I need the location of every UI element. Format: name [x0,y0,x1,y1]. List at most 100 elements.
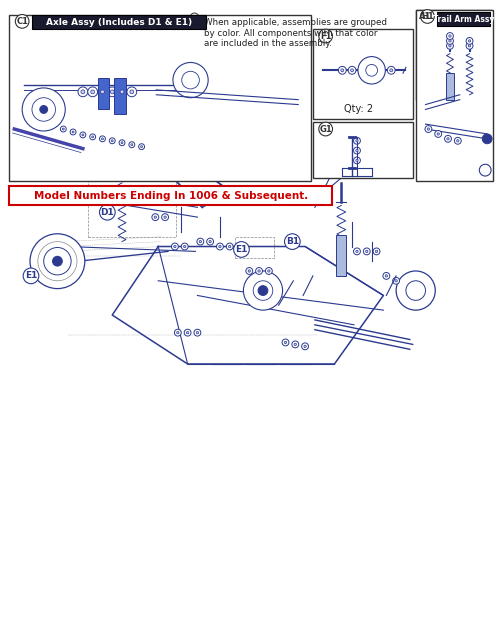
Circle shape [184,246,186,248]
Circle shape [452,28,456,30]
Circle shape [130,90,134,94]
Text: D1: D1 [100,208,114,216]
Circle shape [218,246,221,248]
Circle shape [197,238,204,245]
Circle shape [449,45,451,47]
Circle shape [482,134,492,144]
Circle shape [152,214,158,220]
Circle shape [130,151,134,154]
Circle shape [354,147,360,154]
Circle shape [176,332,179,334]
Circle shape [40,106,48,113]
Circle shape [450,88,458,96]
Circle shape [128,137,136,145]
Circle shape [450,45,458,53]
Circle shape [449,35,451,37]
Circle shape [388,66,395,74]
Circle shape [100,90,104,94]
Circle shape [268,270,270,272]
Circle shape [226,243,233,250]
Circle shape [468,45,470,47]
Circle shape [396,271,436,310]
Circle shape [456,140,459,142]
Circle shape [383,272,390,279]
Circle shape [172,243,178,250]
Circle shape [190,13,199,22]
Circle shape [450,34,458,42]
Circle shape [466,42,473,49]
Circle shape [108,87,117,97]
Circle shape [452,59,456,62]
Circle shape [190,27,198,35]
Circle shape [385,275,388,277]
Circle shape [468,40,470,42]
Circle shape [356,140,358,142]
Circle shape [236,243,243,250]
Circle shape [294,343,296,346]
Circle shape [44,248,71,275]
Circle shape [284,341,286,344]
Circle shape [216,243,224,250]
Circle shape [266,268,272,275]
Text: A1: A1 [420,12,432,21]
Circle shape [228,246,231,248]
Circle shape [140,146,142,147]
Circle shape [138,144,144,149]
Circle shape [454,137,461,144]
Circle shape [435,130,442,137]
Circle shape [244,271,282,310]
Circle shape [452,20,456,23]
Bar [10,186,332,205]
Circle shape [32,97,56,121]
Circle shape [319,29,332,43]
Circle shape [356,149,358,152]
Circle shape [450,25,458,33]
Circle shape [130,125,134,129]
Circle shape [38,242,77,281]
Bar [416,9,492,99]
Circle shape [90,90,94,94]
Circle shape [127,87,136,97]
Circle shape [92,136,94,138]
Circle shape [338,66,346,74]
Circle shape [354,248,360,255]
Circle shape [112,140,113,142]
Circle shape [319,122,332,136]
Circle shape [302,343,308,350]
Circle shape [199,241,202,243]
Circle shape [192,16,196,19]
Circle shape [121,142,123,144]
Circle shape [130,139,134,142]
Bar [10,15,311,181]
Bar [114,78,126,115]
Circle shape [117,87,127,97]
Circle shape [356,159,358,161]
Bar [313,122,413,178]
Circle shape [72,131,74,133]
Circle shape [246,268,252,275]
Circle shape [129,142,135,147]
Circle shape [131,144,133,146]
Circle shape [22,88,65,131]
Circle shape [451,51,462,63]
Circle shape [406,281,425,300]
Circle shape [52,256,62,266]
Circle shape [258,270,260,272]
Text: E1: E1 [25,272,37,280]
Circle shape [373,248,380,255]
Circle shape [420,9,434,23]
Bar [98,78,110,110]
Bar [32,15,206,29]
Text: Qty: 2: Qty: 2 [344,104,374,115]
Text: G1: G1 [320,125,332,134]
Circle shape [130,128,134,130]
Text: Model Numbers Ending In 1006 & Subsequent.: Model Numbers Ending In 1006 & Subsequen… [34,191,308,201]
Circle shape [81,90,85,94]
Circle shape [190,20,198,28]
Circle shape [466,37,473,44]
Circle shape [350,69,354,72]
Circle shape [450,81,458,89]
Circle shape [425,125,432,132]
Circle shape [186,332,189,334]
Circle shape [206,238,214,245]
